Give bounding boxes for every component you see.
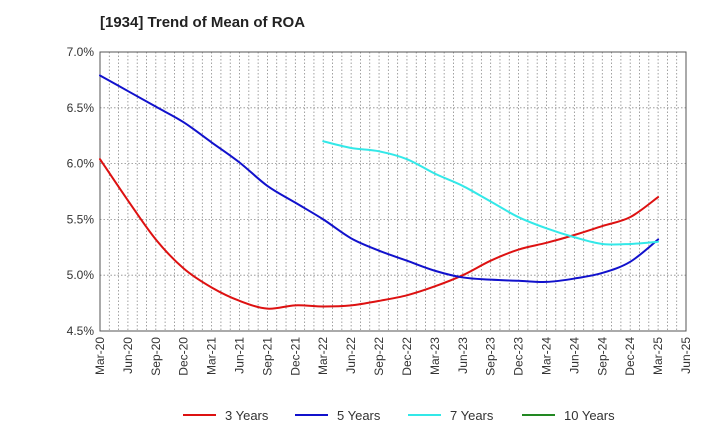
y-tick-label: 6.5% [67,101,95,115]
x-tick-label: Mar-23 [428,337,442,375]
x-tick-label: Jun-23 [456,337,470,374]
x-tick-label: Dec-20 [177,337,191,376]
x-tick-label: Mar-20 [93,337,107,375]
legend-label-7-years: 7 Years [450,408,494,423]
plot-border [99,51,687,332]
plot-background [100,52,686,331]
y-tick-label: 7.0% [67,45,95,59]
legend: 3 Years 5 Years 7 Years 10 Years [183,408,615,423]
x-tick-label: Sep-23 [484,337,498,376]
axis-layer: 4.5% 5.0% 5.5% 6.0% 6.5% 7.0% Mar-20 Jun-20 Sep-… [67,45,693,376]
y-tick-label: 4.5% [67,324,95,338]
y-tick-label: 5.0% [67,268,95,282]
legend-label-3-years: 3 Years [225,408,269,423]
x-tick-label: Sep-22 [372,337,386,376]
series-layer [99,74,660,310]
x-tick-label: Sep-24 [595,337,609,376]
legend-label-5-years: 5 Years [337,408,381,423]
x-tick-label: Dec-22 [400,337,414,376]
legend-label-10-years: 10 Years [564,408,615,423]
x-tick-label: Jun-22 [344,337,358,374]
x-tick-label: Jun-21 [233,337,247,374]
x-tick-label: Dec-23 [512,337,526,376]
series-line-3-years [99,158,660,310]
x-tick-label: Jun-20 [121,337,135,374]
y-tick-label: 6.0% [67,157,95,171]
x-tick-label: Mar-24 [539,337,553,375]
x-tick-label: Dec-24 [623,337,637,376]
x-tick-label: Sep-20 [149,337,163,376]
x-tick-label: Jun-25 [679,337,693,374]
x-tick-label: Mar-22 [316,337,330,375]
series-line-5-years [99,74,660,283]
series-line-7-years [322,140,660,246]
x-tick-label: Jun-24 [567,337,581,374]
y-tick-label: 5.5% [67,212,95,226]
chart-title: [1934] Trend of Mean of ROA [100,14,306,31]
grid-layer [99,51,687,332]
x-tick-label: Mar-25 [651,337,665,375]
x-tick-label: Mar-21 [205,337,219,375]
x-tick-label: Dec-21 [288,337,302,376]
x-tick-label: Sep-21 [260,337,274,376]
